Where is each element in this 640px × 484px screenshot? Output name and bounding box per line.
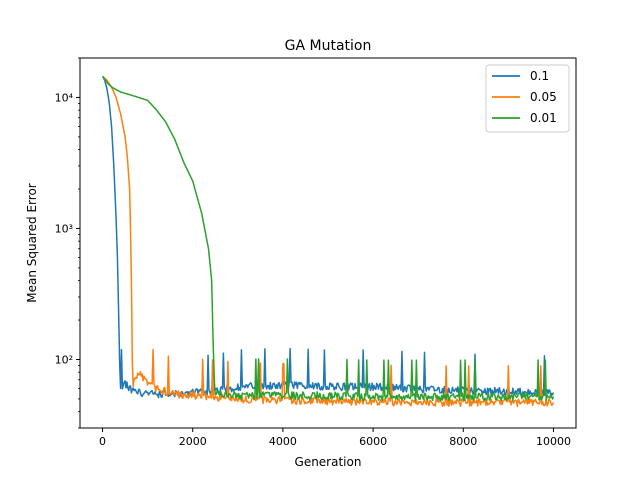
y-axis-label: Mean Squared Error [25,183,39,303]
series-line-0-05 [102,75,555,408]
y-tick-label: 10³ [55,222,73,235]
series-line-0-1 [101,75,555,399]
y-tick-label: 10⁴ [55,91,74,104]
x-axis: 0 2000 4000 6000 8000 10000 [99,428,571,448]
legend-label: 0.05 [530,90,557,104]
chart-title: GA Mutation [285,38,372,54]
x-tick-label: 2000 [179,435,207,448]
axes-frame [79,57,577,429]
x-axis-label: Generation [295,455,362,469]
x-tick-label: 0 [99,435,106,448]
x-tick-label: 10000 [536,435,571,448]
x-tick-label: 4000 [269,435,297,448]
series-line-0-01 [101,75,555,402]
y-tick-label: 10² [55,353,73,366]
plot-layer [101,75,555,408]
x-tick-label: 6000 [359,435,387,448]
legend-label: 0.1 [530,69,549,83]
y-axis: 10² 10³ 10⁴ [55,57,80,429]
legend: 0.1 0.05 0.01 [485,64,570,133]
x-tick-label: 8000 [449,435,477,448]
legend-box [485,64,570,133]
legend-label: 0.01 [530,111,557,125]
